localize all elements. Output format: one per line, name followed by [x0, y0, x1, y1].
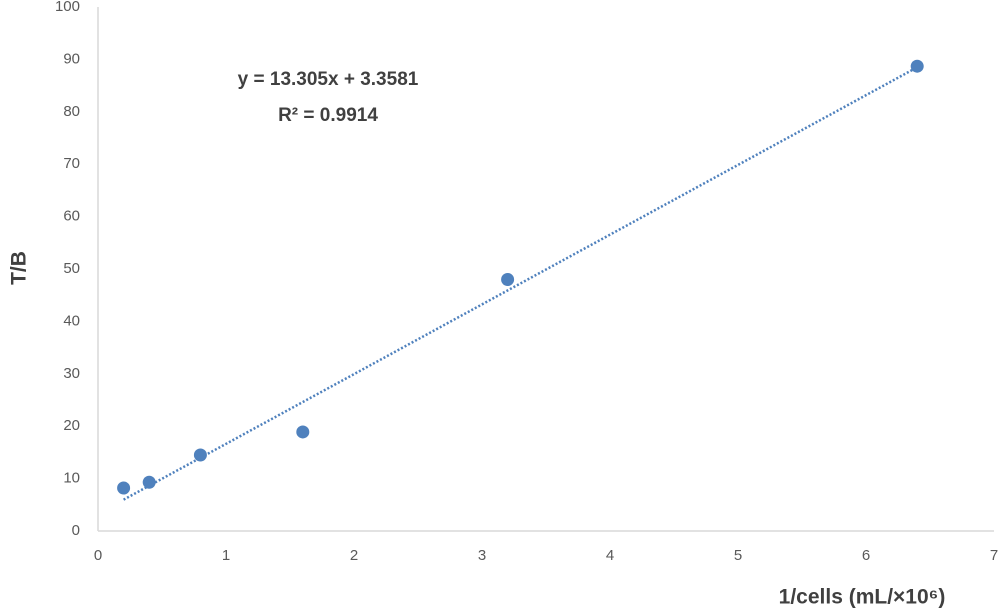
y-axis-title: T/B: [8, 251, 31, 285]
point: [296, 425, 310, 439]
x-tick-label: 5: [734, 547, 742, 564]
y-tick-label: 20: [63, 417, 80, 434]
point: [501, 272, 515, 286]
x-tick-label: 1: [222, 547, 230, 564]
point: [910, 59, 924, 73]
x-tick-label: 7: [990, 547, 998, 564]
x-tick-label: 6: [862, 547, 870, 564]
point: [117, 481, 131, 495]
x-tick-label: 2: [350, 547, 358, 564]
y-tick-label: 30: [63, 365, 80, 382]
y-tick-label: 50: [63, 260, 80, 277]
y-tick-label: 100: [55, 0, 80, 15]
r-squared: R² = 0.9914: [278, 105, 378, 126]
y-tick-label: 0: [72, 522, 80, 539]
point: [193, 448, 207, 462]
y-tick-label: 60: [63, 208, 80, 225]
x-axis-title: 1/cells (mL/×10⁶): [779, 586, 946, 609]
x-tick-label: 3: [478, 547, 486, 564]
y-tick-label: 90: [63, 50, 80, 67]
point: [142, 475, 156, 489]
x-tick-label: 0: [94, 547, 102, 564]
y-tick-label: 70: [63, 155, 80, 172]
equation: y = 13.305x + 3.3581: [238, 69, 419, 90]
y-tick-label: 40: [63, 312, 80, 329]
x-tick-label: 4: [606, 547, 614, 564]
trendline: [123, 66, 918, 501]
y-tick-label: 10: [63, 470, 80, 487]
y-tick-label: 80: [63, 103, 80, 120]
